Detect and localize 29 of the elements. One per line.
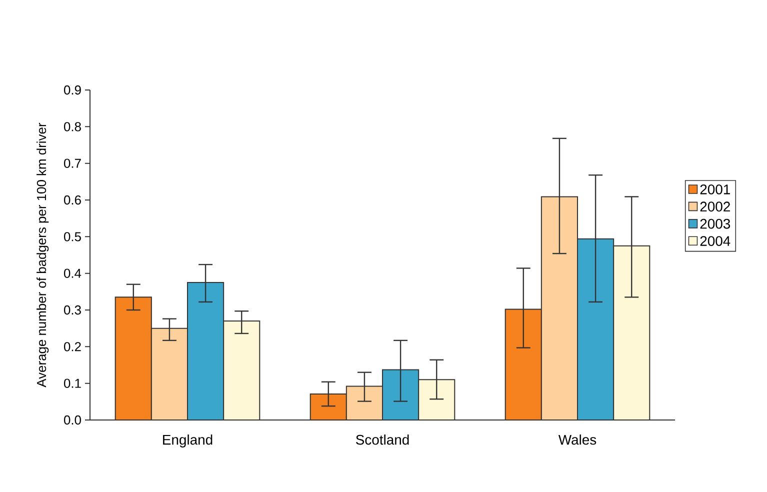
y-axis-title: Average number of badgers per 100 km driver bbox=[36, 122, 49, 388]
legend-label: 2002 bbox=[700, 202, 730, 212]
bar bbox=[613, 245, 650, 420]
x-tick-label: Wales bbox=[558, 434, 596, 445]
y-tick-label: 0.0 bbox=[64, 415, 81, 425]
x-tick-label: Scotland bbox=[356, 434, 409, 445]
bar bbox=[418, 380, 455, 420]
y-tick-label: 0.5 bbox=[64, 232, 81, 242]
x-tick-label: England bbox=[163, 434, 212, 448]
bar bbox=[224, 321, 260, 420]
bar bbox=[577, 238, 614, 420]
bar bbox=[504, 308, 542, 420]
bar bbox=[346, 386, 383, 420]
bar bbox=[310, 394, 346, 420]
bar bbox=[188, 282, 224, 420]
y-tick-label: 0.4 bbox=[64, 268, 82, 278]
legend-label: 2004 bbox=[700, 236, 730, 246]
y-tick-label: 0.2 bbox=[64, 342, 81, 352]
bar bbox=[540, 196, 578, 420]
y-tick-label: 0.8 bbox=[64, 122, 81, 132]
y-tick-label: 0.7 bbox=[64, 158, 81, 168]
y-tick-label: 0.9 bbox=[64, 85, 81, 95]
bar bbox=[115, 297, 152, 420]
legend-label: 2003 bbox=[700, 218, 730, 229]
bar bbox=[151, 328, 188, 420]
legend-label: 2001 bbox=[700, 184, 730, 194]
y-tick-label: 0.1 bbox=[64, 378, 81, 388]
y-tick-label: 0.6 bbox=[64, 195, 81, 205]
y-tick-label: 0.3 bbox=[64, 305, 81, 315]
